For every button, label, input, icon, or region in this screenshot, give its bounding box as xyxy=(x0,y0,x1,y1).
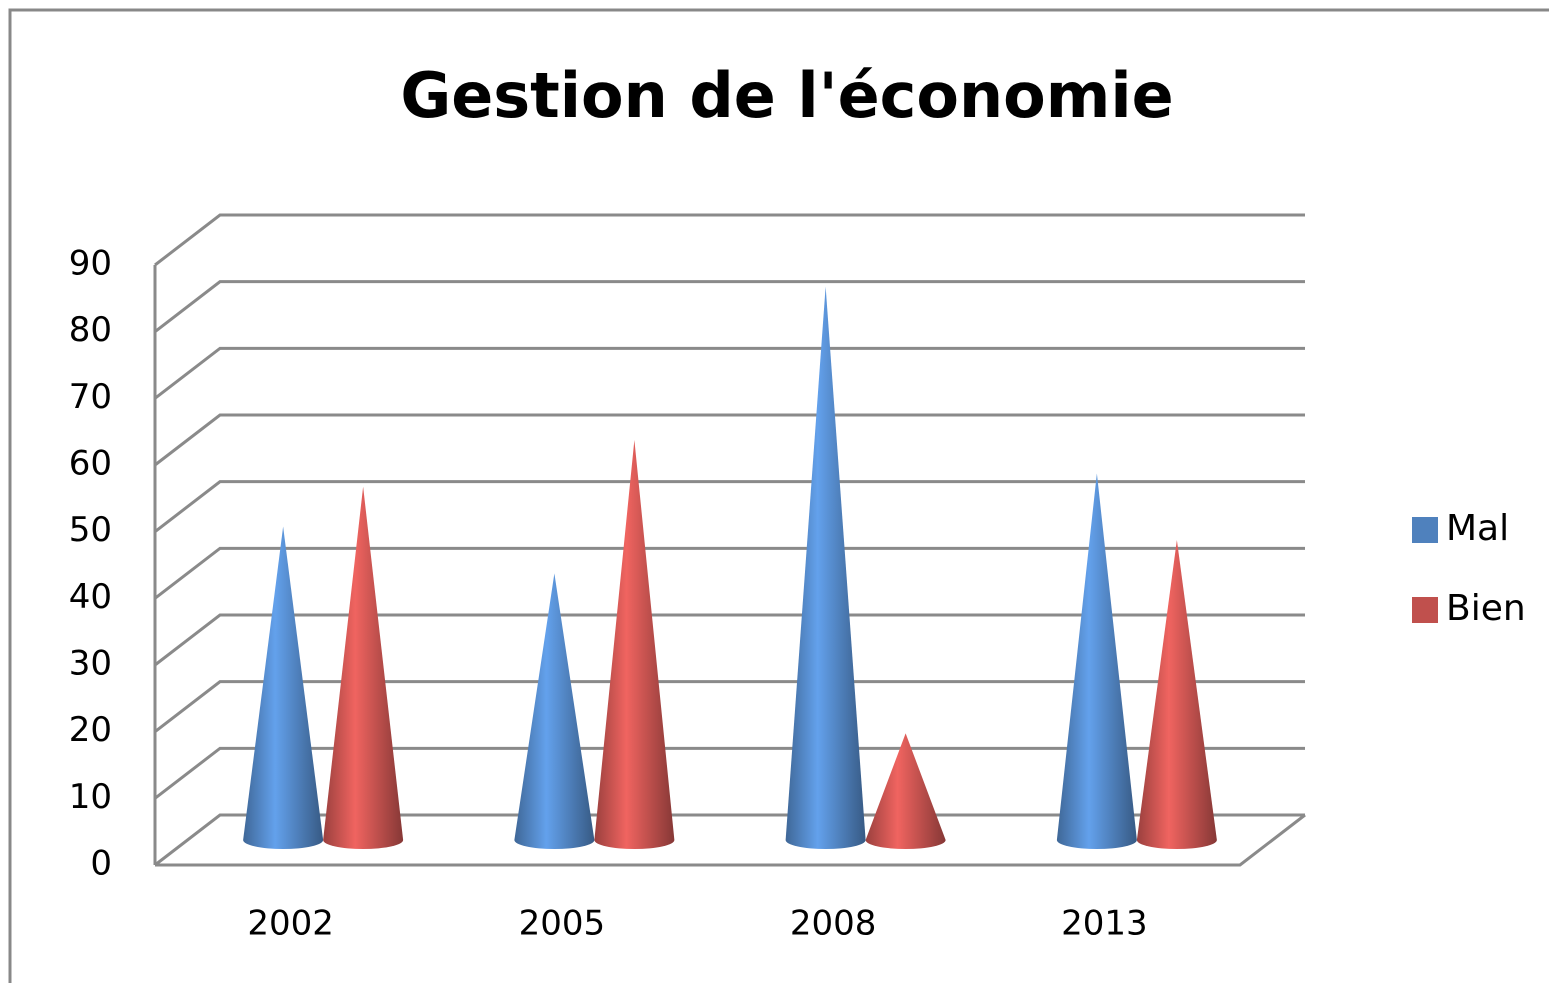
x-tick-label: 2008 xyxy=(790,904,877,944)
chart-title: Gestion de l'économie xyxy=(400,59,1173,132)
cone xyxy=(865,733,946,849)
x-tick-label: 2002 xyxy=(247,904,334,944)
cone xyxy=(323,486,404,849)
y-tick-label: 30 xyxy=(69,644,112,684)
y-tick-label: 80 xyxy=(69,310,112,350)
grid-line xyxy=(154,546,1305,600)
y-tick-label: 50 xyxy=(69,510,112,550)
cone xyxy=(1136,540,1217,849)
grid-line xyxy=(154,413,1305,467)
cone xyxy=(243,526,324,849)
legend-label: Mal xyxy=(1446,508,1509,549)
legend-label: Bien xyxy=(1446,588,1526,629)
y-tick-label: 70 xyxy=(69,377,112,417)
x-tick-label: 2013 xyxy=(1061,904,1148,944)
grid-line xyxy=(154,813,1305,867)
y-tick-label: 90 xyxy=(69,244,112,284)
grid-line xyxy=(154,346,1305,400)
grid-line xyxy=(154,746,1305,800)
x-tick-label: 2005 xyxy=(519,904,606,944)
y-tick-label: 60 xyxy=(69,444,112,484)
grid-line xyxy=(154,680,1305,733)
cone xyxy=(594,440,675,849)
y-tick-label: 40 xyxy=(69,577,112,617)
cone xyxy=(785,286,866,850)
cone xyxy=(1056,473,1137,849)
y-tick-label: 20 xyxy=(69,710,112,750)
cone xyxy=(514,573,595,849)
legend-swatch xyxy=(1412,517,1438,543)
grid-line xyxy=(154,280,1305,333)
grid-line xyxy=(154,613,1305,667)
chart-frame xyxy=(8,8,1549,983)
grid-line xyxy=(154,480,1305,533)
legend-swatch xyxy=(1412,597,1438,623)
y-tick-label: 10 xyxy=(69,777,112,817)
floor xyxy=(155,813,1306,867)
y-tick-label: 0 xyxy=(90,844,112,884)
grid-line xyxy=(154,213,1305,267)
